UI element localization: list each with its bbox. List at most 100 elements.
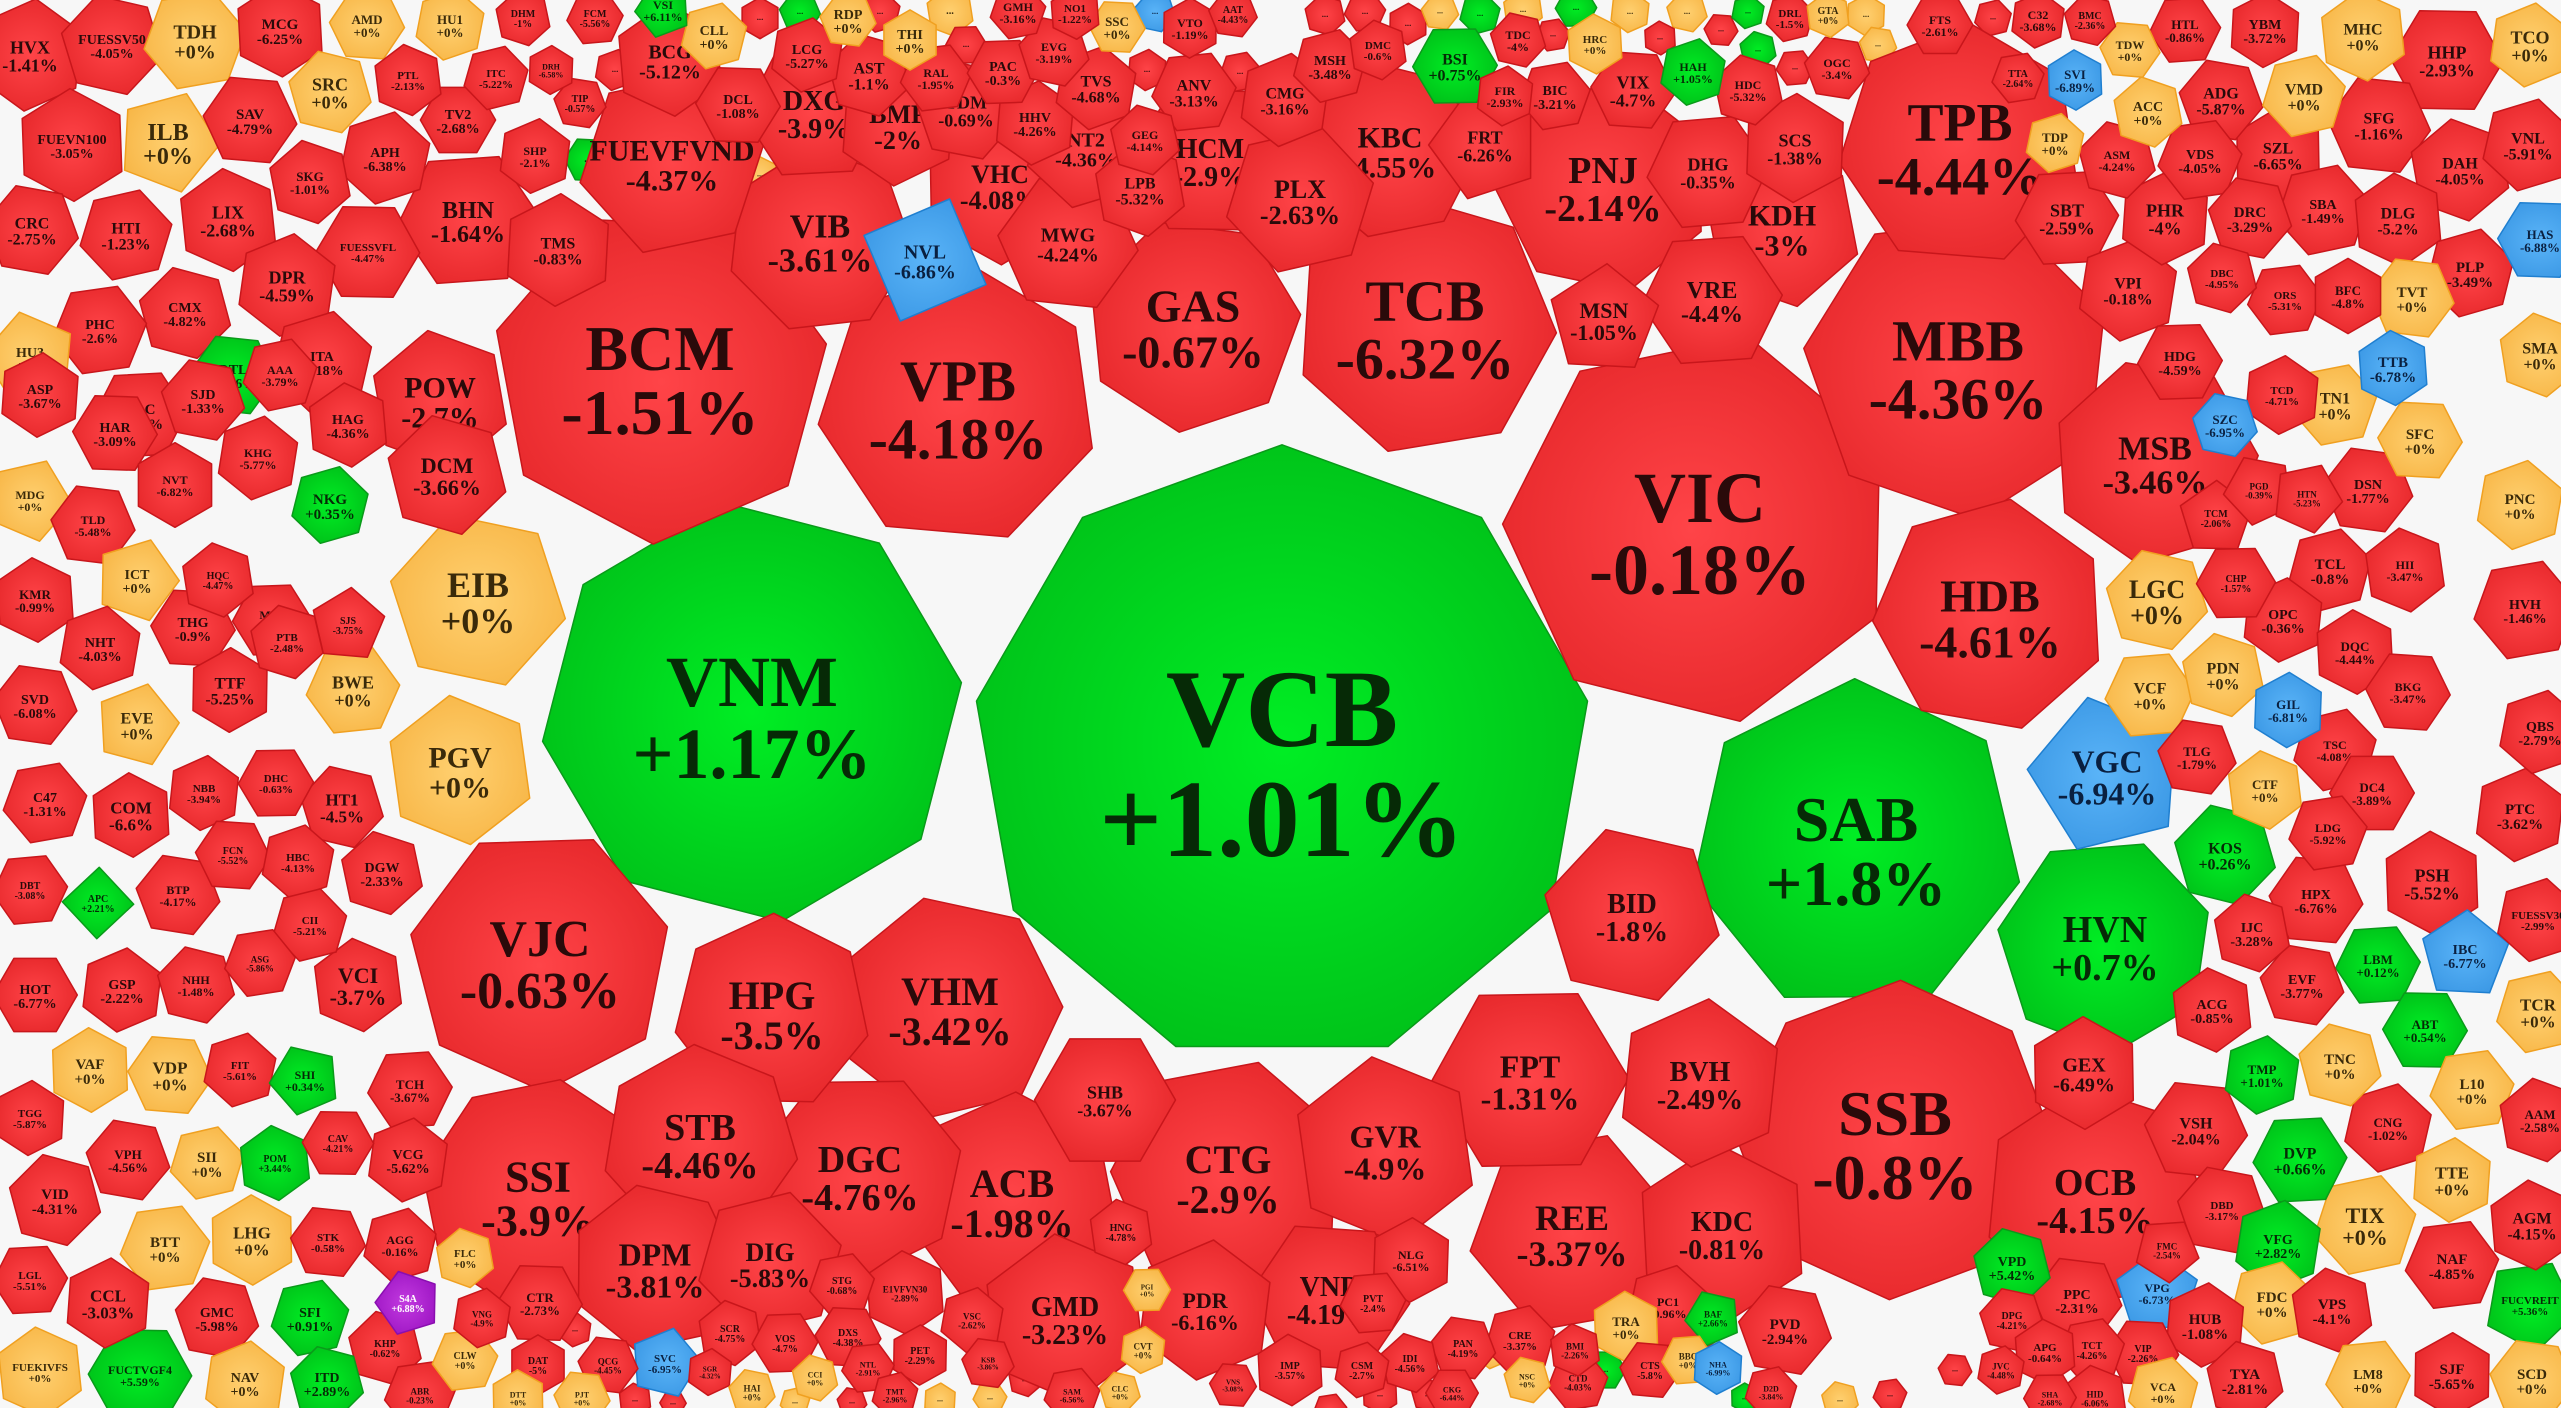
heatmap-cell-lgc[interactable]: LGC+0% [2105, 549, 2209, 651]
heatmap-cell-ilb[interactable]: ILB+0% [123, 92, 221, 193]
heatmap-cell-tch[interactable]: TCH-3.67% [367, 1051, 453, 1129]
heatmap-cell-eib[interactable]: EIB+0% [389, 514, 567, 686]
heatmap-cell-bfc[interactable]: BFC-4.8% [2314, 257, 2382, 335]
heatmap-cell-nhh[interactable]: NHH-1.48% [156, 946, 236, 1024]
heatmap-cell-crc[interactable]: CRC-2.75% [0, 185, 80, 275]
heatmap-cell-cav[interactable]: CAV-4.21% [301, 1111, 375, 1175]
heatmap-cell-pnc[interactable]: PNC+0% [2476, 459, 2561, 551]
heatmap-cell-vcb[interactable]: VCB+1.01% [975, 444, 1589, 1048]
heatmap-cell-scd[interactable]: SCD+0% [2489, 1340, 2561, 1408]
heatmap-cell-tte[interactable]: TTE+0% [2413, 1137, 2491, 1223]
heatmap-cell-sjs[interactable]: SJS-3.75% [312, 586, 386, 658]
heatmap-cell-d2d[interactable]: D2D-3.84% [1744, 1366, 1798, 1408]
heatmap-cell-tco[interactable]: TCO+0% [2490, 2, 2561, 88]
heatmap-cell-aph[interactable]: APH-6.38% [339, 111, 431, 205]
heatmap-cell-collapsed[interactable]: ... [1313, 1393, 1348, 1408]
heatmap-cell-fucvreit[interactable]: FUCVREIT+5.36% [2487, 1262, 2561, 1353]
heatmap-cell-collapsed[interactable]: ... [1420, 0, 1460, 31]
heatmap-cell-bid[interactable]: BID-1.8% [1544, 828, 1720, 1002]
heatmap-cell-collapsed[interactable]: ... [1821, 1381, 1859, 1408]
heatmap-cell-mhc[interactable]: MHC+0% [2321, 0, 2405, 82]
heatmap-cell-apc[interactable]: APC+2.21% [61, 866, 135, 940]
heatmap-cell-collapsed[interactable]: ... [1666, 0, 1708, 33]
cell-shape [1110, 104, 1180, 176]
heatmap-cell-c47[interactable]: C47-1.31% [2, 762, 88, 844]
heatmap-cell-tmp[interactable]: TMP+1.01% [2224, 1035, 2300, 1115]
heatmap-cell-svd[interactable]: SVD-6.08% [0, 665, 78, 745]
heatmap-cell-c32[interactable]: C32-3.68% [2011, 0, 2065, 49]
heatmap-cell-hu1[interactable]: HU1+0% [415, 0, 485, 61]
heatmap-cell-hot[interactable]: HOT-6.77% [0, 957, 79, 1033]
heatmap-cell-collapsed[interactable]: ... [1703, 14, 1739, 46]
heatmap-cell-ogc[interactable]: OGC-3.4% [1803, 36, 1871, 100]
heatmap-cell-stk[interactable]: STK-0.58% [289, 1206, 367, 1278]
heatmap-cell-ors[interactable]: ORS-5.31% [2246, 264, 2324, 336]
heatmap-cell-lbm[interactable]: LBM+0.12% [2335, 926, 2421, 1004]
heatmap-cell-sab[interactable]: SAB+1.8% [1692, 677, 2021, 999]
heatmap-cell-vdp[interactable]: VDP+0% [127, 1035, 213, 1115]
heatmap-cell-vph[interactable]: VPH-4.56% [85, 1119, 171, 1201]
heatmap-cell-sba[interactable]: SBA-1.49% [2276, 164, 2370, 256]
heatmap-cell-sav[interactable]: SAV-4.79% [202, 76, 298, 164]
heatmap-cell-fuekivfs[interactable]: FUEKIVFS+0% [0, 1326, 82, 1408]
heatmap-cell-sjf[interactable]: SJF-5.65% [2414, 1331, 2490, 1408]
heatmap-cell-agm[interactable]: AGM-4.15% [2490, 1179, 2561, 1271]
heatmap-cell-qbs[interactable]: QBS-2.79% [2499, 689, 2561, 775]
heatmap-cell-fit[interactable]: FIT-5.61% [203, 1032, 277, 1108]
heatmap-cell-hvh[interactable]: HVH-1.46% [2473, 560, 2561, 660]
heatmap-cell-eve[interactable]: EVE+0% [100, 683, 180, 766]
heatmap-cell-csm[interactable]: CSM-2.7% [1334, 1341, 1390, 1399]
heatmap-cell-hti[interactable]: HTI-1.23% [79, 189, 173, 281]
heatmap-cell-agg[interactable]: AGG-0.16% [363, 1207, 437, 1283]
heatmap-cell-fuessv30[interactable]: FUESSV30-2.99% [2497, 877, 2561, 963]
heatmap-cell-nbb[interactable]: NBB-3.94% [168, 754, 240, 832]
heatmap-cell-dbt[interactable]: DBT-3.08% [0, 855, 69, 925]
heatmap-cell-skg[interactable]: SKG-1.01% [269, 139, 351, 225]
heatmap-cell-nkg[interactable]: NKG+0.35% [291, 465, 369, 545]
heatmap-cell-tdh[interactable]: TDH+0% [143, 0, 247, 90]
heatmap-cell-nht[interactable]: NHT-4.03% [59, 605, 141, 691]
heatmap-cell-collapsed[interactable]: ... [1937, 1353, 1973, 1387]
heatmap-cell-pgv[interactable]: PGV+0% [389, 694, 531, 846]
heatmap-cell-vid[interactable]: VID-4.31% [8, 1153, 102, 1247]
heatmap-cell-ptc[interactable]: PTC-3.62% [2475, 767, 2561, 863]
heatmap-cell-hii[interactable]: HII-3.47% [2365, 527, 2445, 613]
heatmap-cell-gmh[interactable]: GMH-3.16% [989, 0, 1047, 40]
heatmap-cell-lgl[interactable]: LGL-5.51% [0, 1245, 69, 1315]
heatmap-cell-lhg[interactable]: LHG+0% [211, 1194, 293, 1286]
heatmap-cell-amd[interactable]: AMD+0% [328, 0, 406, 60]
heatmap-cell-sha[interactable]: SHA-2.68% [2022, 1374, 2078, 1408]
heatmap-cell-khg[interactable]: KHG-5.77% [217, 415, 299, 501]
heatmap-cell-dhm[interactable]: DHM-1% [495, 0, 551, 47]
heatmap-cell-gsp[interactable]: GSP-2.22% [82, 947, 162, 1033]
heatmap-cell-hai[interactable]: HAI+0% [728, 1368, 776, 1408]
heatmap-cell-bwe[interactable]: BWE+0% [305, 646, 401, 734]
heatmap-cell-com[interactable]: COM-6.6% [92, 772, 170, 858]
heatmap-cell-collapsed[interactable]: ... [1731, 0, 1765, 30]
heatmap-cell-collapsed[interactable]: ... [1872, 1378, 1908, 1408]
heatmap-cell-hdb[interactable]: HDB-4.61% [1871, 498, 2100, 729]
heatmap-cell-itd[interactable]: ITD+2.89% [289, 1345, 365, 1408]
heatmap-cell-collapsed[interactable]: ... [924, 1382, 956, 1408]
heatmap-cell-naf[interactable]: NAF-4.85% [2404, 1220, 2500, 1310]
heatmap-cell-collapsed[interactable]: ... [741, 0, 779, 40]
heatmap-cell-sma[interactable]: SMA+0% [2499, 312, 2561, 398]
heatmap-cell-pdn[interactable]: PDN+0% [2182, 632, 2264, 718]
cell-shape [435, 1227, 495, 1289]
heatmap-cell-tdc[interactable]: TDC-4% [1489, 12, 1547, 68]
heatmap-cell-dhc[interactable]: DHC-0.63% [237, 749, 315, 817]
heatmap-cell-kmr[interactable]: KMR-0.99% [0, 557, 74, 643]
heatmap-cell-fcm[interactable]: FCM-5.56% [566, 0, 624, 45]
heatmap-cell-gta[interactable]: GTA+0% [1806, 0, 1850, 39]
cell-shape [341, 830, 423, 916]
heatmap-cell-tcr[interactable]: TCR+0% [2496, 970, 2561, 1054]
heatmap-cell-vaf[interactable]: VAF+0% [51, 1026, 129, 1114]
heatmap-cell-pom[interactable]: POM+3.44% [239, 1124, 311, 1202]
heatmap-cell-dbc[interactable]: DBC-4.95% [2186, 242, 2258, 314]
heatmap-cell-sii[interactable]: SII+0% [169, 1126, 245, 1200]
heatmap-cell-ybm[interactable]: YBM-3.72% [2230, 0, 2300, 69]
heatmap-cell-shi[interactable]: SHI+0.34% [268, 1046, 337, 1116]
heatmap-cell-vps[interactable]: VPS-4.1% [2291, 1267, 2373, 1353]
heatmap-cell-sfi[interactable]: SFI+0.91% [270, 1279, 350, 1357]
heatmap-cell-vto[interactable]: VTO-1.19% [1162, 0, 1218, 59]
